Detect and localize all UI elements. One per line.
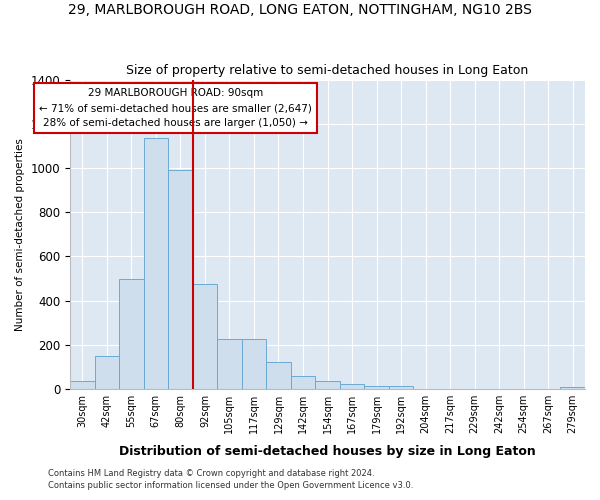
Bar [340, 384, 364, 389]
Bar [119, 278, 143, 389]
Bar [389, 386, 413, 389]
Text: Contains HM Land Registry data © Crown copyright and database right 2024.
Contai: Contains HM Land Registry data © Crown c… [48, 468, 413, 490]
Bar [560, 387, 585, 389]
Bar [193, 284, 217, 389]
Bar [291, 376, 315, 389]
Bar [242, 340, 266, 389]
Bar [143, 138, 168, 389]
X-axis label: Distribution of semi-detached houses by size in Long Eaton: Distribution of semi-detached houses by … [119, 444, 536, 458]
Bar [168, 170, 193, 389]
Title: Size of property relative to semi-detached houses in Long Eaton: Size of property relative to semi-detach… [127, 64, 529, 77]
Bar [266, 362, 291, 389]
Bar [315, 382, 340, 389]
Text: 29, MARLBOROUGH ROAD, LONG EATON, NOTTINGHAM, NG10 2BS: 29, MARLBOROUGH ROAD, LONG EATON, NOTTIN… [68, 2, 532, 16]
Bar [95, 356, 119, 389]
Bar [70, 382, 95, 389]
Y-axis label: Number of semi-detached properties: Number of semi-detached properties [15, 138, 25, 331]
Text: 29 MARLBOROUGH ROAD: 90sqm
← 71% of semi-detached houses are smaller (2,647)
28%: 29 MARLBOROUGH ROAD: 90sqm ← 71% of semi… [39, 88, 312, 128]
Bar [364, 386, 389, 389]
Bar [217, 340, 242, 389]
